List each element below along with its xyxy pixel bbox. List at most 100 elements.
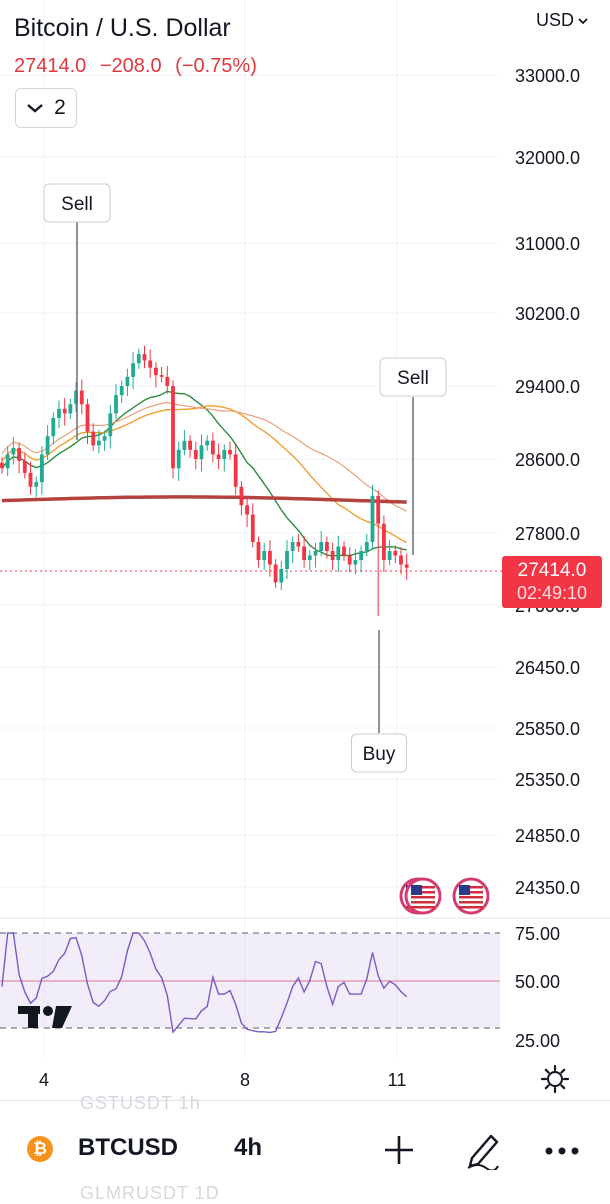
candle-body (262, 551, 267, 560)
candle-body (342, 546, 346, 556)
time-axis: 4 8 11 (39, 1070, 406, 1090)
candle (22, 452, 27, 479)
candle (250, 503, 255, 548)
price-tick-label: 27800.0 (515, 524, 580, 544)
candle (131, 352, 135, 390)
candle (285, 540, 289, 579)
timeframe-button[interactable]: 4h (234, 1134, 263, 1161)
flag-stripe (459, 896, 483, 899)
price-chart[interactable]: 33000.0 32000.0 31000.0 30200.0 29400.0 28600… (0, 0, 610, 1100)
bitcoin-coin-icon: ₿ (27, 1136, 53, 1162)
candle (5, 446, 10, 477)
price-tick-label: 32000.0 (515, 148, 580, 168)
candle-body (290, 542, 295, 551)
candle-body (85, 404, 90, 432)
price-tick-label: 29400.0 (515, 377, 580, 397)
more-options-icon[interactable] (544, 1144, 580, 1158)
flag-canton (411, 885, 422, 895)
candle-body (279, 569, 284, 583)
candle (0, 457, 4, 474)
candle-body (11, 448, 16, 455)
candle-body (165, 376, 170, 386)
tradingview-logo-icon (18, 1006, 72, 1028)
candle (62, 397, 67, 426)
candle-body (285, 551, 289, 569)
candle (347, 547, 352, 573)
candle-body (136, 354, 141, 364)
ema-mid-line (1, 401, 407, 512)
price-tick-label: 25850.0 (515, 719, 580, 739)
candle (119, 380, 124, 403)
candle-body (233, 454, 238, 487)
price-change: −208.0 (99, 55, 162, 77)
drawing-pen-icon[interactable] (464, 1128, 502, 1170)
flag-stripe (411, 891, 435, 894)
price-tick-label: 26450.0 (515, 658, 580, 678)
flag-stripe (411, 906, 435, 909)
bar-countdown: 02:49:10 (516, 583, 588, 603)
symbol-button[interactable]: BTCUSD (78, 1134, 178, 1161)
candle (176, 441, 181, 481)
candle (211, 432, 215, 463)
candle (273, 559, 278, 588)
moving-averages (0, 390, 502, 572)
candle-body (404, 564, 409, 568)
bottom-toolbar: GSTUSDT 1h GLMRUSDT 1D (0, 1093, 610, 1203)
price-tick-label: 28600.0 (515, 450, 580, 470)
candle (387, 540, 392, 566)
candle (171, 380, 175, 479)
candle (51, 412, 56, 444)
ema-fast-line (1, 390, 407, 557)
candle (11, 437, 16, 465)
candle (28, 461, 33, 495)
candle-body (268, 551, 272, 565)
candle (136, 348, 141, 369)
add-plus-icon[interactable] (383, 1134, 415, 1166)
candle-body (359, 551, 363, 560)
flag-stripe (459, 901, 483, 904)
price-tick-label: 24850.0 (515, 826, 580, 846)
flag-stripe (411, 896, 435, 899)
candle-body (347, 555, 352, 565)
candle-body (307, 555, 312, 560)
candle-body (387, 551, 392, 560)
candle (108, 405, 113, 449)
candle-body (296, 542, 301, 547)
candle (193, 441, 198, 470)
candle-body (79, 390, 84, 405)
flag-stripe (459, 886, 483, 889)
signal-marker-buy: Buy (351, 630, 407, 773)
candle-body (154, 367, 158, 376)
candle-body (125, 376, 130, 386)
candle-body (171, 386, 175, 469)
candle-body (302, 546, 306, 560)
indicators-toggle-button[interactable]: 2 (15, 88, 77, 128)
price-tick-label: 33000.0 (515, 66, 580, 86)
candle (404, 553, 409, 580)
candle-body (222, 449, 227, 459)
price-tick-label: 24350.0 (515, 878, 580, 898)
candle-body (393, 551, 398, 556)
candle (205, 435, 210, 451)
current-price: 27414.0 (517, 560, 587, 581)
price-tick-label: 30200.0 (515, 304, 580, 324)
candle (182, 429, 187, 456)
candle (102, 430, 107, 451)
candle (399, 547, 403, 575)
candle-body (148, 360, 153, 368)
candle-body (102, 436, 107, 441)
candle (364, 533, 369, 557)
currency-selector[interactable]: USD (536, 10, 588, 31)
candle-body (370, 496, 375, 542)
flag-stripe (459, 906, 483, 909)
candle-body (353, 560, 358, 565)
flag-canton (459, 885, 470, 895)
candle (85, 398, 90, 444)
candle (159, 366, 164, 383)
time-tick-label: 8 (240, 1070, 250, 1090)
candle-body (256, 542, 261, 560)
settings-gear-icon[interactable] (540, 1064, 570, 1094)
time-tick-label: 4 (39, 1070, 49, 1090)
candle (353, 549, 358, 575)
candle (325, 536, 329, 559)
